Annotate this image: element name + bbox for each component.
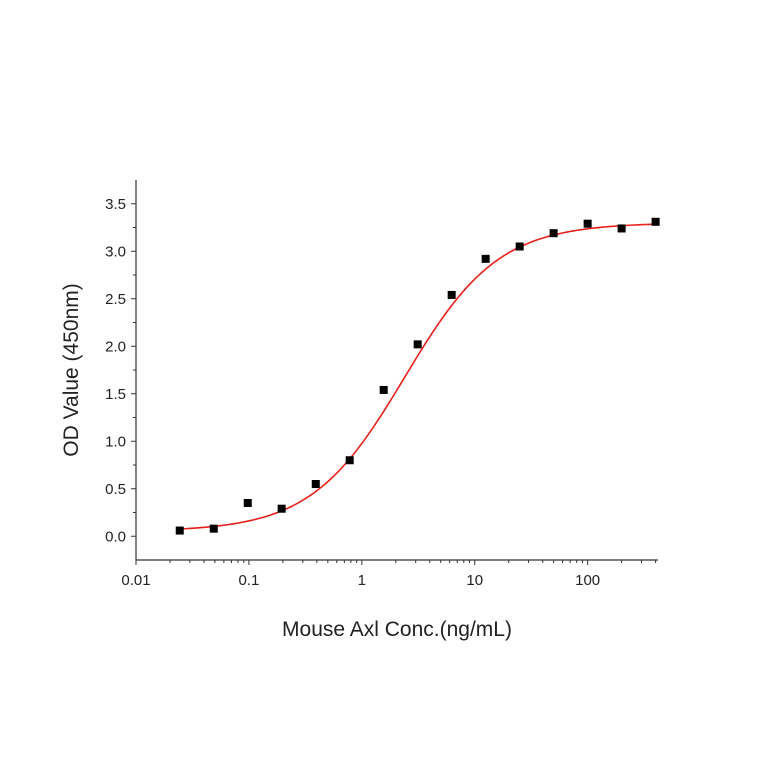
data-point [549,229,558,238]
data-point [651,217,660,226]
x-tick-label: 0.1 [238,572,259,589]
data-point [277,504,286,513]
x-tick-label: 0.01 [121,572,150,589]
data-point [379,385,388,394]
axes [135,180,658,561]
y-axis-title: OD Value (450nm) [60,283,83,457]
data-point [243,499,252,507]
data-point [447,290,456,299]
data-point [311,480,320,488]
x-axis-title: Mouse Axl Conc.(ng/mL) [282,618,512,641]
data-point [617,224,626,233]
y-tick-label: 1.5 [105,386,126,403]
y-tick-label: 0.0 [105,528,126,545]
data-point [209,524,218,533]
y-tick-label: 2.0 [105,338,126,355]
data-point [583,219,592,228]
data-points [175,217,660,535]
fit-curve [179,223,656,530]
data-point [481,254,490,263]
x-tick-label: 10 [466,572,483,589]
y-tick-label: 0.5 [105,481,126,498]
y-tick-label: 3.5 [105,196,126,213]
ticks: 0.0 0.5 1.0 1.5 2.0 2.5 3.0 3.5 0.01 0.1 1 10 100 [105,196,657,589]
y-tick-label: 3.0 [105,243,126,260]
data-point [413,340,422,349]
y-tick-label: 1.0 [105,433,126,450]
x-tick-label: 1 [358,572,366,589]
x-tick-label: 100 [575,572,600,589]
data-point [515,242,524,251]
data-point [345,456,354,465]
y-tick-label: 2.5 [105,291,126,308]
data-point [175,526,184,535]
